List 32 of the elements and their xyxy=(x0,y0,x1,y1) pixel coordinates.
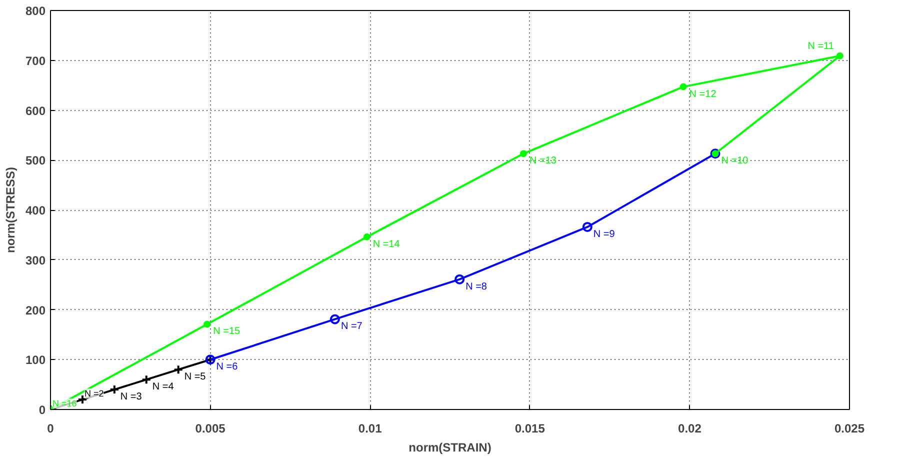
annotation: N =5 xyxy=(184,372,206,383)
annotation: N =3 xyxy=(120,392,142,403)
x-tick-label: 0.01 xyxy=(358,422,382,436)
x-tick-label: 0.005 xyxy=(195,422,226,436)
annotation: N =2 xyxy=(84,388,104,399)
x-tick-label: 0.015 xyxy=(514,422,546,436)
x-axis-title: norm(STRAIN) xyxy=(408,440,492,454)
annotation: N =13 xyxy=(530,156,557,167)
x-tick-label: 0.025 xyxy=(834,422,865,436)
x-tick-label: 0 xyxy=(47,422,54,436)
annotation: N =10 xyxy=(721,156,749,167)
y-tick-label: 100 xyxy=(25,353,46,368)
y-tick-label: 200 xyxy=(25,303,46,318)
annotation: N =16 xyxy=(52,398,77,408)
annotation: N =12 xyxy=(689,88,717,100)
annotation: N =6 xyxy=(216,362,238,373)
annotation: N =11 xyxy=(808,40,834,52)
y-tick-label: 400 xyxy=(25,204,46,218)
annotation: N =8 xyxy=(466,281,488,292)
annotation: N =7 xyxy=(340,321,363,332)
annotation: N =4 xyxy=(152,382,174,393)
y-tick-label: 800 xyxy=(25,4,46,18)
x-tick-label: 0.02 xyxy=(678,422,702,436)
y-tick-label: 300 xyxy=(25,253,46,268)
y-tick-label: 0 xyxy=(38,403,46,417)
y-axis-title: norm(STRESS) xyxy=(3,166,18,253)
y-tick-label: 500 xyxy=(25,154,46,168)
annotation: N =15 xyxy=(213,326,241,338)
annotation: N =14 xyxy=(372,238,400,250)
y-tick-label: 700 xyxy=(25,54,46,68)
y-tick-label: 600 xyxy=(25,104,46,118)
annotation: N =9 xyxy=(593,228,616,240)
